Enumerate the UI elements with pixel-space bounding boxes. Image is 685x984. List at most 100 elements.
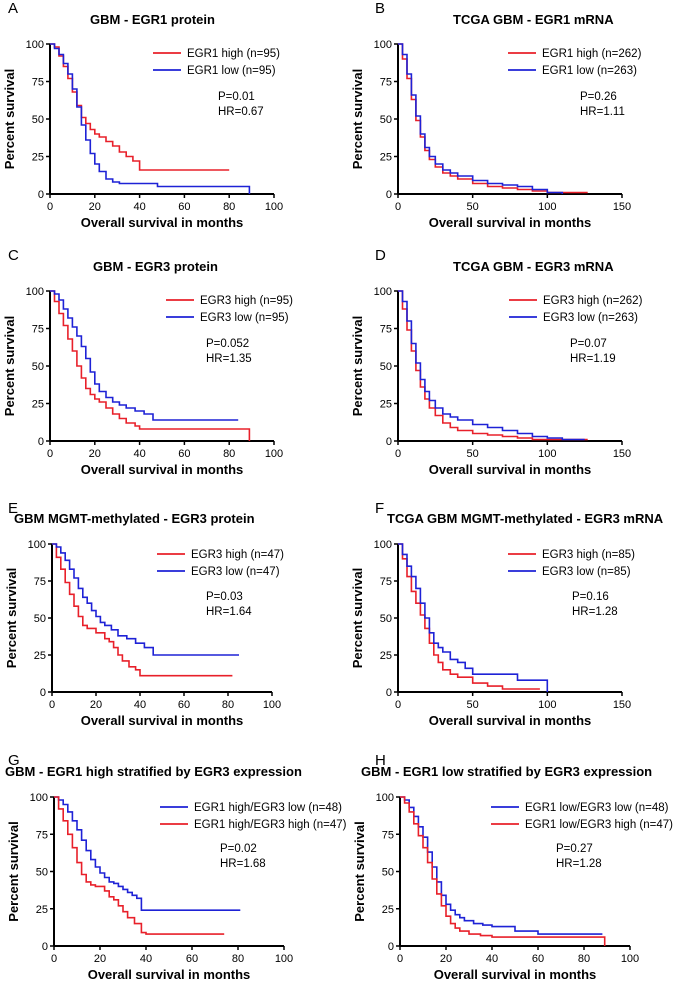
y-tick-label: 0 (386, 687, 392, 699)
x-tick-label: 40 (133, 448, 145, 460)
x-tick-label: 0 (395, 201, 401, 213)
panel-letter: C (8, 247, 19, 264)
chart-title: TCGA GBM - EGR1 mRNA (453, 12, 614, 27)
x-tick-label: 20 (90, 699, 102, 711)
series-line-red (50, 290, 251, 441)
p-value: P=0.03 (206, 591, 243, 603)
x-tick-label: 100 (621, 953, 639, 965)
legend-label: EGR1 high/EGR3 high (n=47) (194, 819, 347, 831)
legend-label: EGR3 low (n=263) (543, 312, 638, 324)
x-tick-label: 80 (223, 201, 235, 213)
legend-label: EGR3 high (n=95) (200, 295, 293, 307)
x-axis-label: Overall survival in months (88, 967, 251, 982)
panel-letter: A (8, 0, 18, 17)
chart-title: TCGA GBM - EGR3 mRNA (453, 259, 614, 274)
y-tick-label: 50 (382, 867, 394, 879)
y-tick-label: 100 (374, 539, 392, 551)
y-tick-label: 0 (42, 941, 48, 953)
p-value: P=0.052 (206, 338, 249, 350)
x-tick-label: 100 (538, 448, 556, 460)
x-tick-label: 100 (538, 699, 556, 711)
y-tick-label: 0 (386, 436, 392, 448)
x-tick-label: 60 (178, 201, 190, 213)
x-tick-label: 50 (467, 201, 479, 213)
x-tick-label: 0 (47, 201, 53, 213)
x-tick-label: 0 (47, 448, 53, 460)
x-axis-label: Overall survival in months (81, 462, 244, 477)
hazard-ratio: HR=1.11 (580, 106, 625, 118)
y-tick-label: 75 (32, 324, 44, 336)
x-tick-label: 100 (538, 201, 556, 213)
hazard-ratio: HR=1.68 (220, 858, 266, 870)
y-tick-label: 75 (36, 829, 48, 841)
x-tick-label: 150 (613, 201, 631, 213)
panel-a: A GBM - EGR1 protein 0 25 50 75 100 0 20 40 60 80 10… (2, 0, 283, 230)
y-axis-label: Percent survival (2, 69, 17, 169)
legend-label: EGR1 high (n=262) (542, 48, 642, 60)
x-tick-label: 100 (265, 448, 283, 460)
x-tick-label: 20 (440, 953, 452, 965)
y-tick-label: 100 (374, 286, 392, 298)
x-axis-label: Overall survival in months (429, 462, 592, 477)
y-tick-label: 25 (34, 650, 46, 662)
y-tick-label: 50 (32, 114, 44, 126)
x-tick-label: 60 (532, 953, 544, 965)
x-tick-label: 40 (486, 953, 498, 965)
legend-label: EGR1 low/EGR3 low (n=48) (525, 802, 669, 814)
p-value: P=0.02 (220, 843, 257, 855)
series-line-red (50, 43, 230, 171)
x-axis-label: Overall survival in months (81, 713, 244, 728)
x-tick-label: 80 (578, 953, 590, 965)
series-line-blue (398, 290, 585, 441)
legend-label: EGR3 low (n=85) (542, 566, 631, 578)
x-tick-label: 150 (613, 448, 631, 460)
p-value: P=0.26 (580, 91, 617, 103)
legend-label: EGR1 high/EGR3 low (n=48) (194, 802, 342, 814)
p-value: P=0.07 (570, 338, 607, 350)
x-tick-label: 40 (133, 201, 145, 213)
hazard-ratio: HR=1.28 (556, 858, 602, 870)
y-tick-label: 25 (380, 399, 392, 411)
legend-label: EGR3 high (n=47) (191, 549, 284, 561)
series-line-red (398, 43, 588, 194)
x-tick-label: 0 (51, 953, 57, 965)
y-tick-label: 0 (388, 941, 394, 953)
x-tick-label: 80 (232, 953, 244, 965)
x-tick-label: 0 (397, 953, 403, 965)
x-tick-label: 0 (49, 699, 55, 711)
series-line-blue (52, 543, 239, 656)
y-tick-label: 75 (380, 324, 392, 336)
panel-c: C GBM - EGR3 protein 0 25 50 75 100 0 20 40 60 80 10… (2, 247, 293, 477)
x-tick-label: 0 (395, 448, 401, 460)
y-tick-label: 25 (380, 650, 392, 662)
x-axis-label: Overall survival in months (429, 215, 592, 230)
x-tick-label: 40 (140, 953, 152, 965)
x-tick-label: 60 (178, 448, 190, 460)
chart-title: GBM MGMT-methylated - EGR3 protein (14, 511, 255, 526)
series-line-blue (54, 796, 241, 911)
y-axis-label: Percent survival (350, 69, 365, 169)
x-tick-label: 0 (395, 699, 401, 711)
series-line-blue (398, 43, 564, 194)
hazard-ratio: HR=0.67 (218, 106, 264, 118)
y-axis-label: Percent survival (350, 316, 365, 416)
y-tick-label: 75 (34, 576, 46, 588)
y-tick-label: 25 (32, 399, 44, 411)
legend-label: EGR1 high (n=95) (187, 48, 280, 60)
legend-label: EGR3 low (n=47) (191, 566, 280, 578)
panel-letter: B (375, 0, 385, 17)
y-tick-label: 75 (380, 576, 392, 588)
series-line-blue (400, 796, 603, 935)
chart-title: GBM - EGR1 protein (90, 12, 215, 27)
legend-label: EGR1 low (n=95) (187, 65, 276, 77)
series-line-red (398, 290, 588, 441)
hazard-ratio: HR=1.28 (572, 606, 618, 618)
series-line-red (398, 543, 540, 690)
panel-letter: H (375, 752, 386, 769)
x-axis-label: Overall survival in months (81, 215, 244, 230)
x-tick-label: 20 (89, 448, 101, 460)
y-tick-label: 50 (36, 867, 48, 879)
x-tick-label: 60 (178, 699, 190, 711)
panel-d: D TCGA GBM - EGR3 mRNA 0 25 50 75 100 0 50 100 150… (350, 247, 643, 477)
